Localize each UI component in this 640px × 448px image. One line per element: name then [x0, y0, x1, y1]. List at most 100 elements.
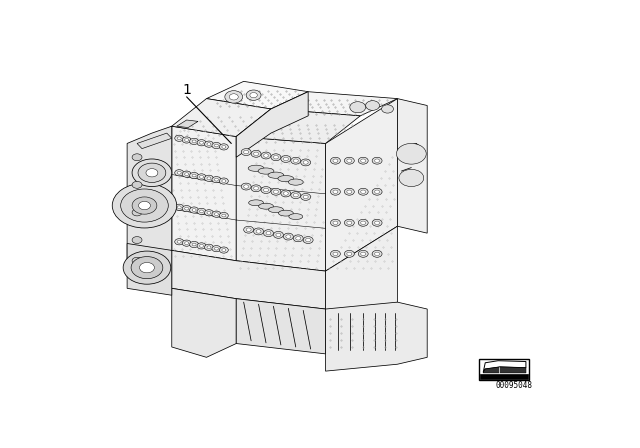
Circle shape — [291, 192, 301, 198]
Circle shape — [132, 154, 142, 161]
Circle shape — [330, 250, 340, 257]
Circle shape — [244, 226, 253, 233]
Circle shape — [303, 161, 308, 164]
Circle shape — [264, 230, 273, 237]
Circle shape — [374, 159, 380, 163]
Circle shape — [132, 237, 142, 244]
Circle shape — [303, 237, 313, 244]
Circle shape — [361, 190, 365, 194]
Circle shape — [146, 168, 158, 177]
Circle shape — [284, 157, 289, 161]
Circle shape — [138, 163, 166, 182]
Circle shape — [330, 157, 340, 164]
Polygon shape — [326, 99, 397, 271]
Circle shape — [132, 181, 142, 188]
Polygon shape — [172, 126, 236, 261]
Ellipse shape — [258, 168, 274, 174]
Circle shape — [372, 157, 382, 164]
Circle shape — [212, 211, 221, 217]
Circle shape — [131, 257, 163, 279]
Circle shape — [286, 235, 291, 238]
Circle shape — [333, 190, 338, 194]
Circle shape — [175, 135, 184, 142]
Circle shape — [358, 188, 368, 195]
Circle shape — [241, 149, 251, 155]
Circle shape — [192, 140, 196, 143]
Circle shape — [229, 94, 238, 100]
Circle shape — [212, 142, 221, 149]
Polygon shape — [127, 126, 172, 267]
Circle shape — [200, 176, 204, 178]
Circle shape — [253, 186, 259, 190]
Ellipse shape — [278, 210, 293, 216]
Ellipse shape — [269, 207, 284, 213]
Circle shape — [197, 174, 206, 180]
Circle shape — [207, 246, 211, 249]
Circle shape — [344, 188, 355, 195]
Circle shape — [192, 243, 196, 246]
Circle shape — [333, 159, 338, 163]
Ellipse shape — [259, 203, 273, 209]
Circle shape — [220, 144, 228, 150]
Polygon shape — [172, 289, 236, 358]
Ellipse shape — [278, 176, 294, 182]
Circle shape — [121, 189, 168, 222]
Polygon shape — [326, 226, 397, 354]
Polygon shape — [483, 361, 526, 372]
Circle shape — [177, 172, 181, 174]
Circle shape — [361, 159, 365, 163]
Circle shape — [372, 220, 382, 226]
Circle shape — [399, 169, 424, 186]
Circle shape — [347, 159, 352, 163]
Circle shape — [358, 250, 368, 257]
Circle shape — [197, 243, 206, 249]
Circle shape — [381, 105, 394, 113]
Circle shape — [220, 212, 228, 219]
Ellipse shape — [248, 200, 264, 206]
Circle shape — [189, 138, 198, 145]
Circle shape — [138, 202, 150, 210]
Circle shape — [330, 188, 340, 195]
Circle shape — [281, 190, 291, 197]
Circle shape — [276, 233, 281, 237]
Circle shape — [207, 177, 211, 180]
Circle shape — [200, 210, 204, 213]
Circle shape — [205, 244, 213, 250]
Circle shape — [212, 246, 221, 252]
Polygon shape — [236, 92, 308, 157]
Circle shape — [222, 249, 226, 251]
Circle shape — [189, 172, 198, 179]
Polygon shape — [480, 374, 528, 379]
Circle shape — [182, 137, 191, 143]
Circle shape — [200, 245, 204, 247]
Circle shape — [205, 210, 213, 216]
Circle shape — [222, 214, 226, 217]
Circle shape — [293, 235, 303, 242]
Circle shape — [301, 159, 310, 166]
Circle shape — [273, 232, 284, 238]
Polygon shape — [172, 250, 326, 309]
Circle shape — [293, 159, 298, 163]
Circle shape — [244, 185, 248, 188]
Circle shape — [212, 177, 221, 183]
Polygon shape — [236, 299, 326, 354]
Circle shape — [197, 208, 206, 215]
Circle shape — [344, 220, 355, 226]
Circle shape — [132, 197, 157, 214]
Circle shape — [244, 151, 248, 154]
Polygon shape — [271, 92, 397, 116]
Text: 00095048: 00095048 — [495, 381, 532, 390]
Circle shape — [251, 185, 261, 192]
Polygon shape — [177, 120, 198, 128]
Circle shape — [253, 228, 264, 235]
Circle shape — [296, 237, 301, 240]
Circle shape — [132, 159, 172, 186]
Circle shape — [301, 194, 310, 200]
Circle shape — [372, 250, 382, 257]
Circle shape — [284, 192, 289, 195]
Circle shape — [361, 221, 365, 224]
Circle shape — [177, 241, 181, 243]
Circle shape — [347, 252, 352, 255]
Circle shape — [374, 252, 380, 255]
Circle shape — [333, 252, 338, 255]
